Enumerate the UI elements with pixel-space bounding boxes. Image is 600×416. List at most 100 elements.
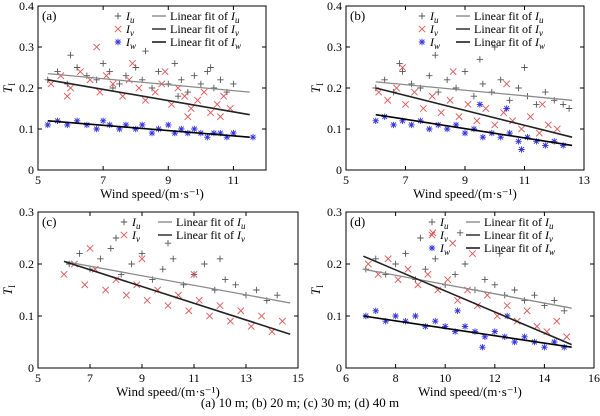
legend-fit-label-w: Linear fit of Iw [474,35,545,51]
data-point-v [526,113,534,121]
y-tick-label: 0.1 [327,122,342,136]
data-point-w [521,333,528,340]
data-point-v [81,281,89,289]
data-point-u [138,250,146,257]
y-tick-label: 0.1 [19,309,34,323]
legend-marker-u [114,12,122,20]
data-point-u [109,84,117,92]
data-point-u [67,52,74,59]
data-point-v [60,270,68,278]
y-axis-label: TI [308,83,325,93]
data-point-w [471,328,479,335]
y-tick-label: 0.4 [327,0,342,13]
y-tick-label: 0.2 [19,81,34,95]
data-point-u [180,281,187,288]
x-tick-label: 11 [188,371,200,385]
data-point-v [63,92,71,100]
panel-label: (c) [42,214,56,229]
plot-frame [345,211,595,369]
x-tick-label: 9 [462,173,468,187]
data-point-v [518,125,526,133]
data-point-v [164,302,172,310]
data-point-v [237,307,245,315]
data-point-u [76,250,83,257]
y-tick-label: 0.3 [327,40,342,54]
data-point-v [213,100,221,108]
data-point-v [102,286,110,294]
data-point-v [185,307,193,315]
fit-line-u [47,73,250,93]
data-point-w [442,323,449,330]
data-point-v [76,68,84,76]
y-tick-label: 0.1 [19,122,34,136]
legend-fit-label-w: Linear fit of Iw [484,241,555,257]
data-point-v [119,92,127,100]
data-point-w [178,125,185,133]
chart-panel: 5 7 9 11 0 0.1 0.2 0.3 0.4 Wind speed/(m·s⁻¹) TI (a… [0,0,267,201]
data-point-v [428,92,436,100]
data-point-u [381,76,388,83]
data-point-u [426,72,433,79]
data-point-v [128,59,136,67]
data-point-v [535,129,543,137]
data-point-u [432,52,439,59]
y-tick-label: 0.4 [19,0,34,13]
data-point-w [504,312,511,320]
data-point-u [155,68,162,75]
legend-fit-label-u: Linear fit of Iu [474,9,544,25]
data-point-w [551,338,558,346]
fit-line-w [47,120,250,138]
legend-marker-u [418,12,426,20]
x-tick-label: 12 [489,371,501,385]
data-point-w [432,318,439,325]
data-point-v [258,312,266,320]
data-point-w [506,129,513,137]
data-point-u [479,80,487,88]
data-point-u [551,297,558,304]
fit-line-w [363,315,572,348]
data-point-v [468,250,476,258]
legend-label-u: Iu [131,215,141,231]
data-point-u [476,56,484,63]
data-point-w [511,338,518,346]
data-point-w [184,129,192,137]
data-point-v [122,291,130,299]
data-point-v [195,296,203,304]
data-point-w [139,121,146,129]
data-point-w [559,142,567,149]
data-point-w [542,142,549,149]
data-point-v [429,229,437,237]
data-point-v [190,270,198,278]
data-point-v [102,72,110,80]
data-point-v [125,76,133,84]
data-point-v [454,296,462,304]
data-point-u [106,68,113,75]
fit-line-v [47,79,250,116]
data-point-w [461,129,469,137]
data-point-u [178,76,185,83]
x-axis-label: Wind speed/(m·s⁻¹) [413,186,517,201]
data-point-u [435,88,442,96]
legend-marker-u [120,218,128,226]
data-point-w [204,134,211,141]
data-point-w [223,134,231,141]
data-point-v [446,96,454,104]
data-point-v [364,260,372,268]
legend-label-w: Iw [125,35,136,51]
data-point-u [515,84,522,92]
legend-marker-v [428,231,436,239]
data-point-w [132,125,139,133]
data-point-w [382,318,389,325]
data-point-v [135,84,143,92]
data-point-v [449,239,457,247]
x-tick-label: 7 [403,173,409,187]
legend-fit-label-v: Linear fit of Iv [474,22,543,38]
data-point-v [384,96,392,104]
data-point-u [443,76,451,83]
y-tick-label: 0 [28,163,34,177]
data-point-w [372,307,379,314]
fit-line-u [363,268,572,309]
data-point-v [538,100,546,108]
legend-marker-v [114,25,122,33]
x-tick-label: 7 [87,371,93,385]
